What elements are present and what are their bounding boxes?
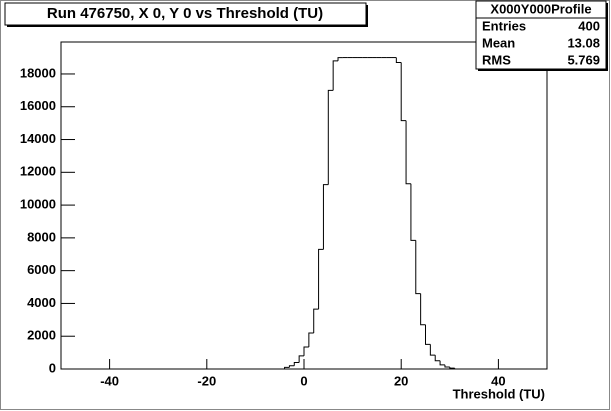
- histogram-bin: [395, 57, 402, 63]
- y-tick-label: 0: [49, 360, 56, 375]
- x-tick-label: -20: [197, 373, 216, 388]
- histogram-bin: [318, 248, 324, 310]
- histogram-bin: [444, 364, 450, 368]
- stats-box: [475, 0, 607, 70]
- histogram-bin: [327, 89, 334, 185]
- stats-label: RMS: [482, 52, 511, 67]
- histogram-bin: [293, 361, 300, 366]
- title-box: [4, 2, 367, 26]
- histogram-bin: [410, 183, 416, 241]
- chart-title: Run 476750, X 0, Y 0 vs Threshold (TU): [47, 5, 323, 22]
- x-tick-label: 40: [491, 373, 505, 388]
- histogram-bin: [303, 346, 309, 356]
- y-tick-label: 10000: [20, 197, 56, 212]
- histogram-bin: [400, 62, 407, 122]
- plot-frame: [60, 41, 548, 370]
- x-axis-label: Threshold (TU): [453, 386, 545, 401]
- baseline: [454, 368, 547, 370]
- stats-label: Mean: [482, 35, 515, 50]
- x-tick-label: 0: [300, 373, 307, 388]
- stats-value: 5.769: [567, 52, 600, 67]
- histogram-bin: [337, 57, 343, 61]
- x-tick-label: 20: [394, 373, 408, 388]
- histogram-bin: [415, 240, 421, 295]
- histogram-bin: [322, 184, 329, 250]
- histogram-bin: [434, 355, 441, 362]
- y-tick-label: 18000: [20, 65, 56, 80]
- histogram-bin: [308, 332, 314, 348]
- histogram-bin: [284, 366, 290, 369]
- stats-value: 13.08: [567, 35, 600, 50]
- stats-label: Entries: [482, 18, 526, 33]
- stats-value: 400: [578, 18, 600, 33]
- histogram-bin: [425, 324, 431, 345]
- histogram-bin: [332, 60, 339, 91]
- y-tick-label: 16000: [20, 98, 56, 113]
- histogram-bin: [298, 355, 304, 363]
- y-tick-label: 2000: [27, 328, 56, 343]
- histogram-bin: [405, 120, 411, 185]
- histogram-bin: [429, 344, 436, 356]
- x-tick-label: -40: [100, 373, 119, 388]
- y-tick-label: 12000: [20, 164, 56, 179]
- y-tick-label: 8000: [27, 229, 56, 244]
- histogram-bin: [420, 293, 426, 326]
- y-tick-label: 6000: [27, 262, 56, 277]
- y-tick-label: 4000: [27, 295, 56, 310]
- stats-title: X000Y000Profile: [490, 1, 591, 16]
- histogram-bin: [439, 360, 445, 366]
- histogram-bin: [449, 367, 455, 369]
- histogram-bin: [288, 365, 295, 368]
- y-tick-label: 14000: [20, 131, 56, 146]
- histogram-bin: [313, 308, 319, 333]
